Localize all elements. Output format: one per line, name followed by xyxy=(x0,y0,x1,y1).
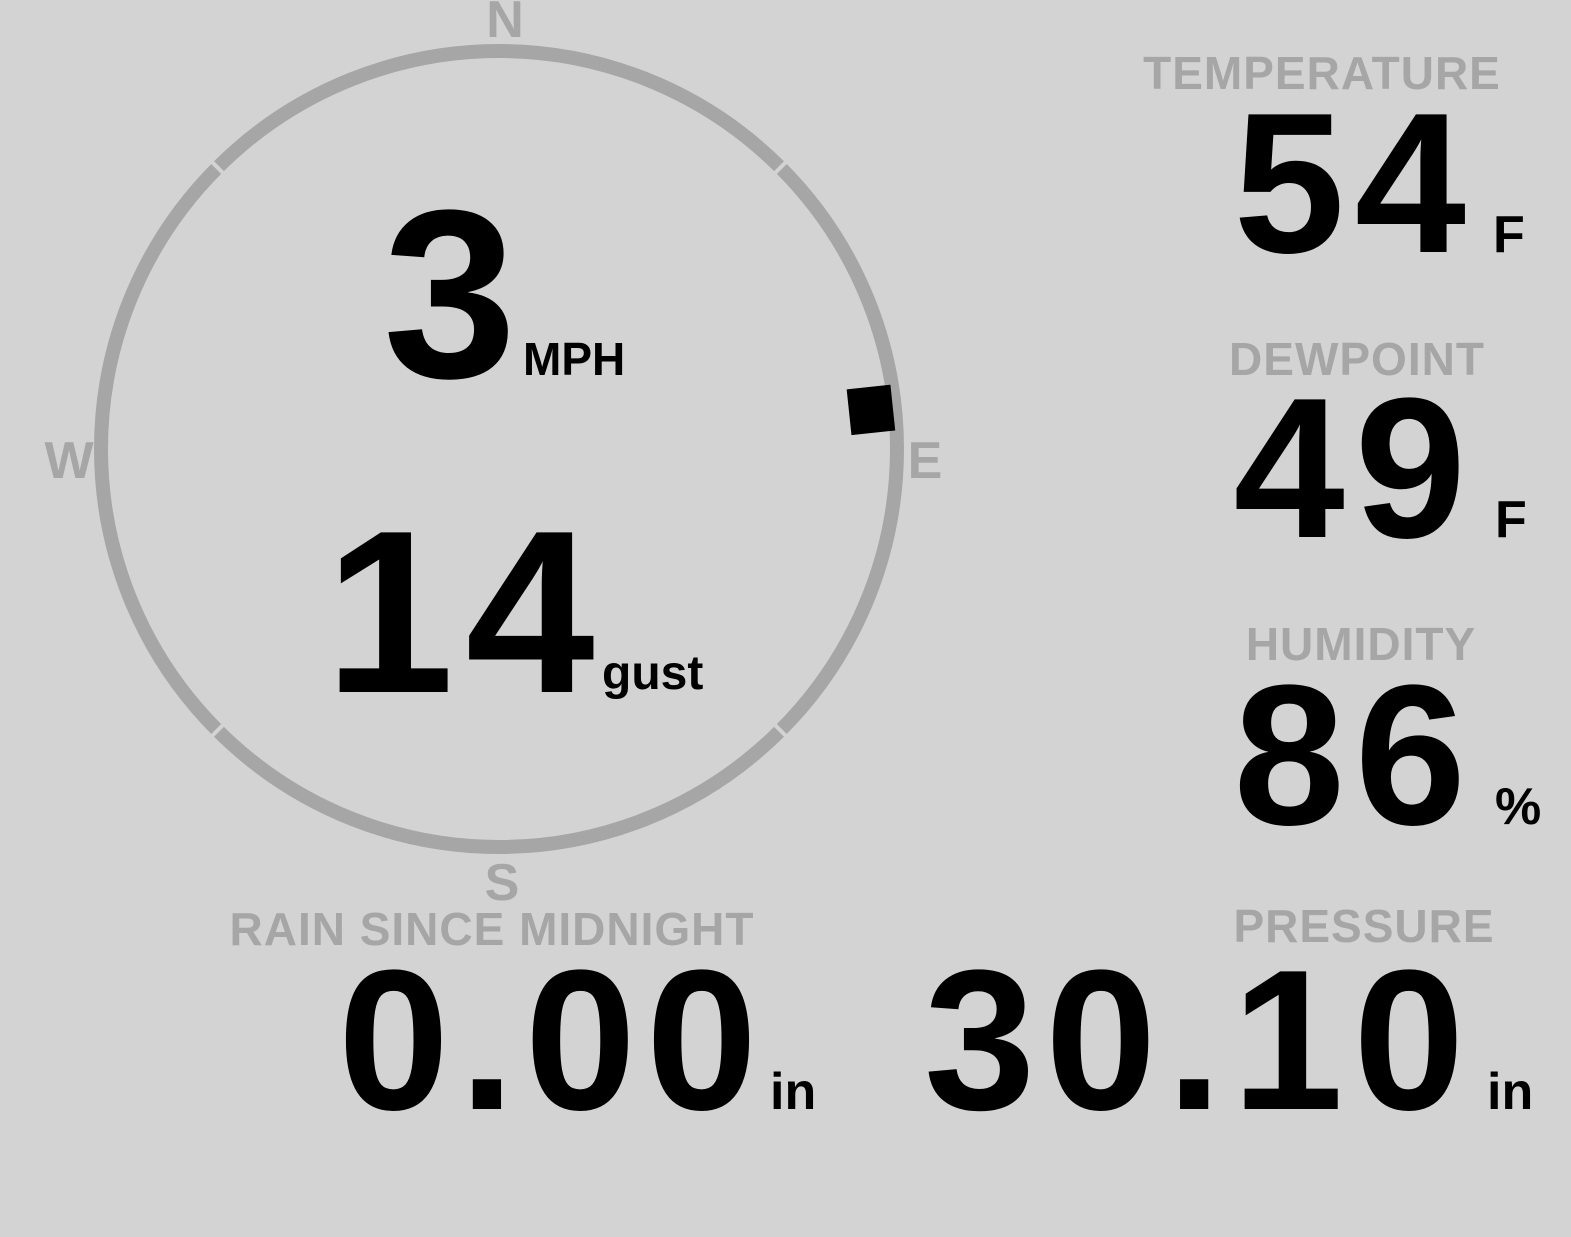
humidity-label: HUMIDITY xyxy=(1245,618,1477,670)
pressure-label: PRESSURE xyxy=(1233,900,1495,952)
compass-label-east: E xyxy=(907,432,943,490)
compass-label-south: S xyxy=(484,854,520,912)
compass-label-west: W xyxy=(44,432,94,490)
wind-speed-value: 3 xyxy=(383,160,517,428)
rain-since-midnight-value: 0.00 xyxy=(338,929,768,1152)
pressure-unit: in xyxy=(1487,1063,1534,1121)
dewpoint-unit: F xyxy=(1495,491,1527,549)
temperature-label: TEMPERATURE xyxy=(1143,47,1501,99)
compass-label-north: N xyxy=(486,0,524,49)
rain-since-midnight-label: RAIN SINCE MIDNIGHT xyxy=(229,903,755,955)
humidity-value: 86 xyxy=(1233,644,1476,867)
dewpoint-value: 49 xyxy=(1233,357,1476,580)
humidity-unit: % xyxy=(1495,778,1542,836)
compass-circle xyxy=(94,44,904,854)
rain-since-midnight-unit: in xyxy=(770,1063,817,1121)
temperature-value: 54 xyxy=(1233,72,1476,295)
wind-compass-gauge xyxy=(94,44,904,854)
wind-direction-marker xyxy=(846,384,896,436)
compass-segment-notches xyxy=(207,157,791,741)
wind-gust-unit: gust xyxy=(602,647,704,700)
wind-gust-value: 14 xyxy=(325,483,607,742)
wind-speed-unit: MPH xyxy=(523,333,626,385)
temperature-unit: F xyxy=(1493,206,1525,264)
dewpoint-label: DEWPOINT xyxy=(1229,333,1485,385)
pressure-value: 30.10 xyxy=(924,929,1475,1152)
